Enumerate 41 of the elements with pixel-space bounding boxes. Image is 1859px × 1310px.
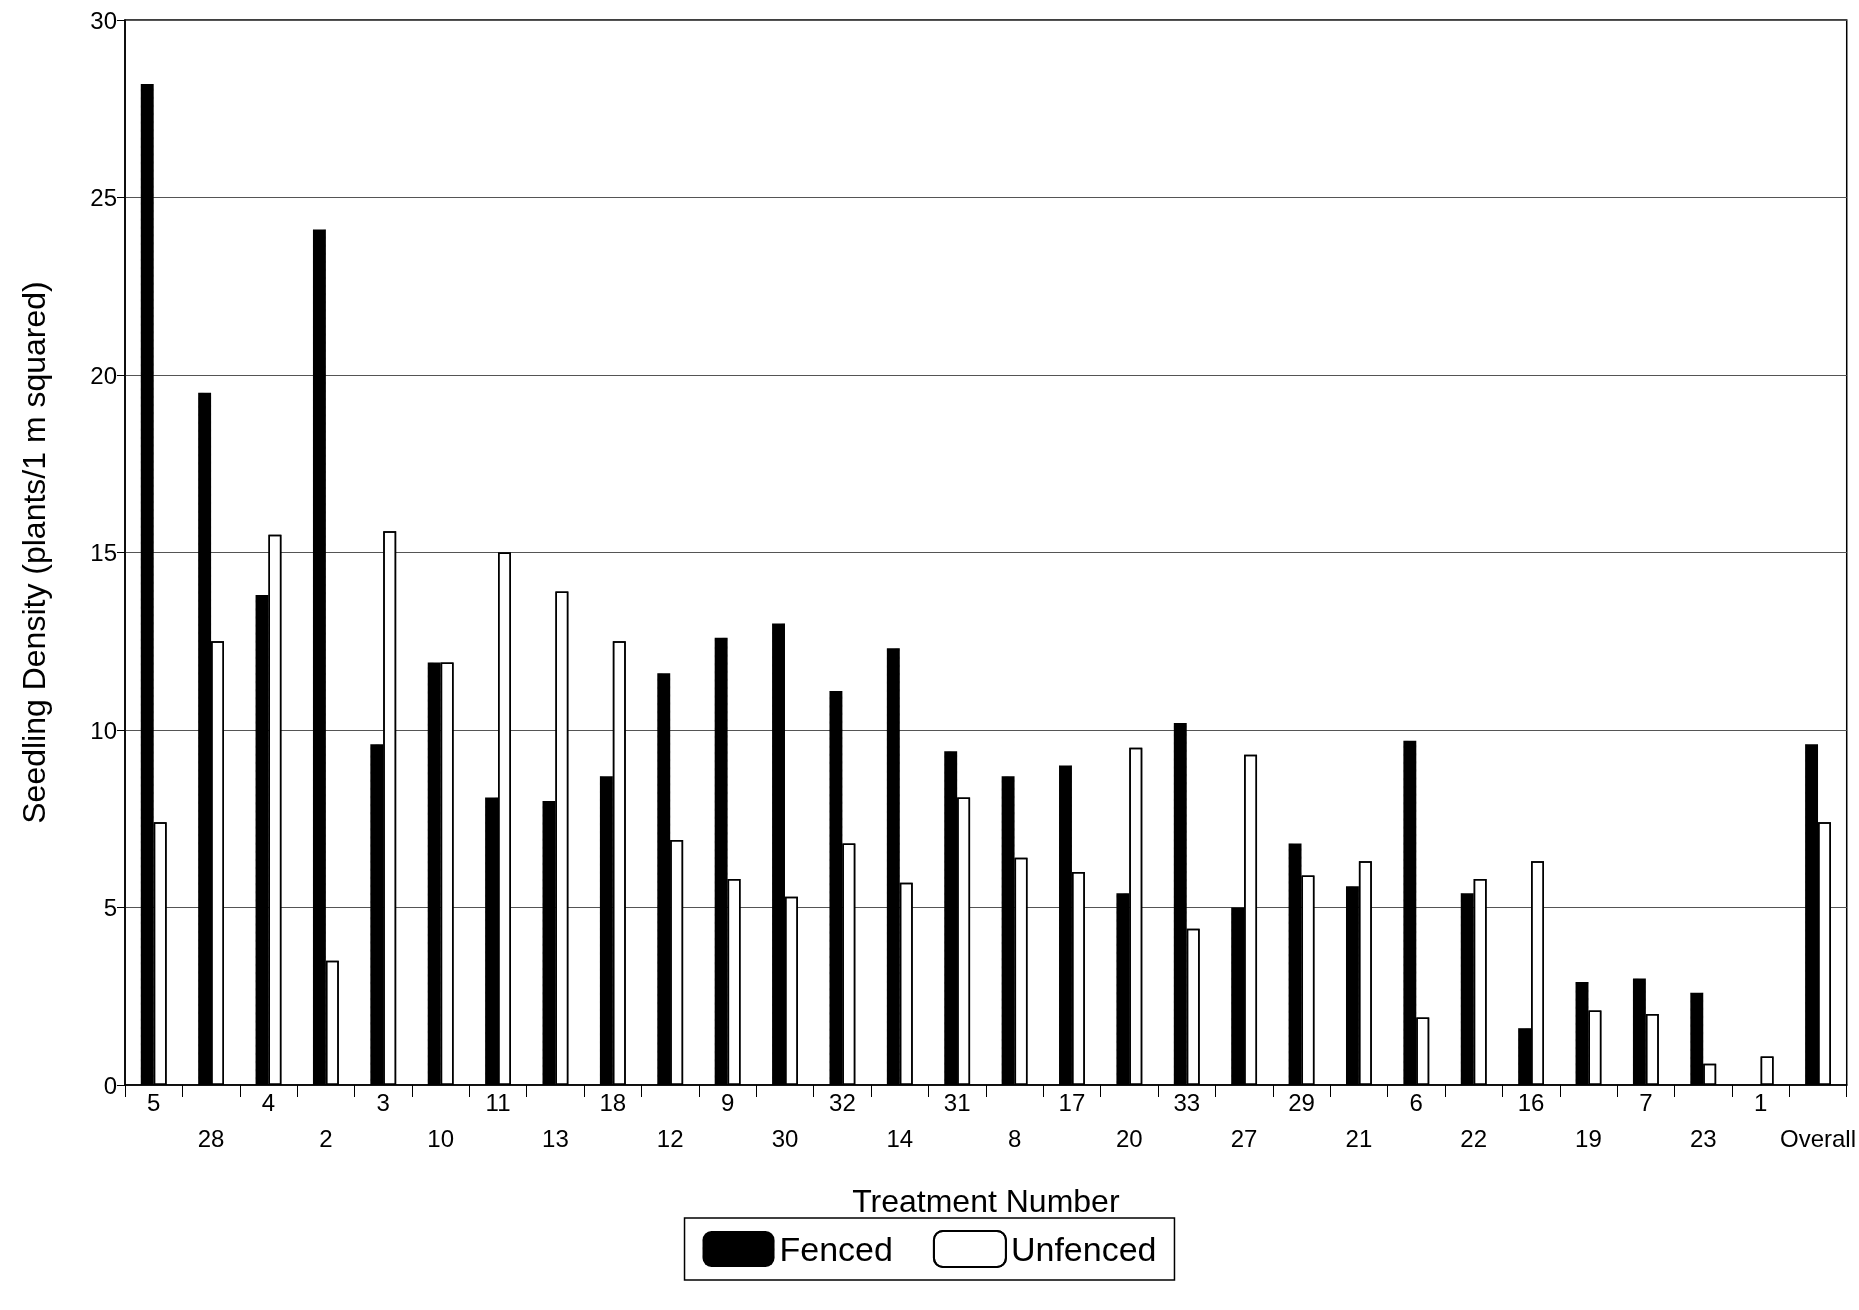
- y-tick-label: 15: [90, 539, 117, 566]
- x-tick-label: 27: [1230, 1124, 1258, 1152]
- x-tick-label: 17: [1058, 1088, 1086, 1116]
- x-axis-title: Treatment Number: [852, 1183, 1120, 1219]
- x-tick-label: 28: [197, 1124, 225, 1152]
- x-tick-label: 11: [485, 1088, 511, 1116]
- x-tick-label: Overall: [1780, 1124, 1857, 1152]
- x-tick-label: 5: [147, 1088, 161, 1116]
- x-tick-label: 6: [1409, 1088, 1423, 1116]
- x-tick-label: 13: [542, 1124, 569, 1152]
- x-tick-label: 3: [376, 1088, 390, 1116]
- y-axis-title: Seedling Density (plants/1 m squared): [16, 281, 52, 824]
- y-tick-label: 30: [90, 6, 117, 34]
- x-tick-label: 9: [720, 1088, 735, 1116]
- x-tick-label: 32: [829, 1088, 856, 1116]
- x-tick-label: 18: [599, 1088, 627, 1116]
- x-tick-label: 8: [1007, 1124, 1022, 1152]
- x-tick-label: 23: [1689, 1124, 1717, 1152]
- y-tick-label: 5: [103, 894, 117, 921]
- y-tick-label: 10: [90, 716, 117, 744]
- x-tick-label: 2: [319, 1124, 333, 1152]
- x-tick-label: 1: [1753, 1088, 1768, 1116]
- x-tick-label: 29: [1288, 1088, 1315, 1116]
- x-tick-label: 12: [656, 1124, 684, 1152]
- y-tick-label: 20: [90, 361, 117, 389]
- x-tick-label: 30: [771, 1124, 799, 1152]
- x-tick-label: 19: [1575, 1124, 1602, 1152]
- legend-label: Unfenced: [1010, 1230, 1157, 1268]
- legend-label: Fenced: [779, 1230, 893, 1268]
- x-tick-label: 31: [943, 1088, 971, 1116]
- x-tick-label: 22: [1460, 1124, 1488, 1152]
- x-tick-label: 33: [1173, 1088, 1201, 1116]
- x-tick-label: 10: [427, 1124, 454, 1152]
- y-tick-label: 0: [103, 1071, 117, 1099]
- x-tick-label: 20: [1115, 1124, 1143, 1152]
- x-tick-label: 21: [1345, 1124, 1373, 1152]
- x-tick-label: 14: [886, 1124, 914, 1152]
- x-tick-label: 7: [1639, 1088, 1653, 1116]
- x-tick-label: 16: [1517, 1088, 1545, 1116]
- x-tick-label: 4: [261, 1088, 276, 1116]
- y-tick-label: 25: [90, 184, 117, 211]
